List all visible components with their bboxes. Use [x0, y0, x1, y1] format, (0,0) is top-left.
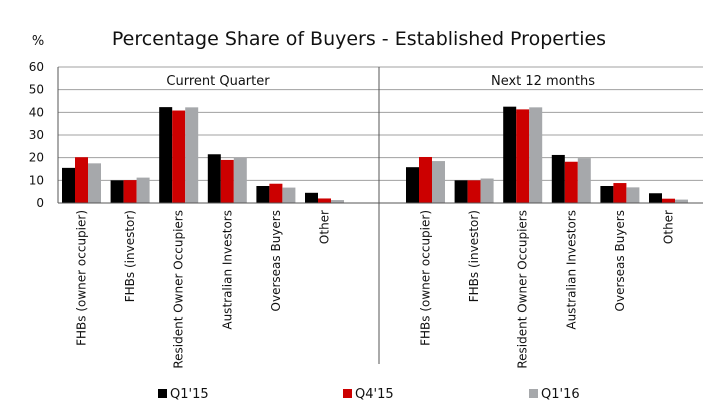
bar — [529, 107, 543, 203]
bar — [136, 177, 150, 203]
y-tick-label: 0 — [36, 196, 44, 210]
category-labels: FHBs (owner occupier) FHBs (investor) Resi… — [75, 210, 676, 369]
bar — [675, 199, 688, 203]
chart-title: Percentage Share of Buyers - Established… — [112, 28, 606, 50]
category-label: Overseas Buyers — [269, 210, 283, 311]
bar — [123, 180, 137, 203]
bar — [305, 192, 318, 203]
category-label: FHBs (investor) — [467, 210, 481, 302]
bar — [649, 193, 662, 203]
y-tick-label: 60 — [29, 60, 44, 74]
y-unit-label: % — [32, 34, 44, 49]
bar — [88, 163, 101, 203]
category-label: FHBs (owner occupier) — [419, 210, 433, 346]
bar — [600, 186, 614, 203]
category-label: Resident Owner Occupiers — [516, 210, 530, 369]
bar — [551, 154, 565, 203]
gridlines — [58, 66, 703, 181]
category-label: Australian Investors — [220, 210, 234, 330]
category-label: Other — [318, 210, 332, 244]
bar — [626, 187, 640, 203]
legend-label: Q4'15 — [355, 387, 394, 402]
legend: Q1'15 Q4'15 Q1'16 — [158, 387, 580, 402]
bar — [503, 106, 517, 203]
bar — [577, 158, 591, 203]
bar — [480, 178, 494, 203]
y-tick-label: 30 — [29, 128, 44, 142]
bar — [75, 157, 88, 203]
bar — [207, 154, 221, 203]
bar — [564, 161, 578, 203]
panel-label: Next 12 months — [491, 74, 595, 89]
bar — [172, 110, 186, 203]
y-tick-label: 20 — [29, 151, 44, 165]
legend-swatch — [529, 389, 538, 398]
bar — [282, 187, 296, 203]
bar — [62, 167, 75, 203]
y-tick-label: 50 — [29, 83, 44, 97]
bar — [432, 161, 445, 203]
axes — [57, 67, 703, 364]
bars — [62, 106, 688, 203]
y-axis-ticks: 0 10 20 30 40 50 60 — [29, 60, 44, 210]
y-tick-label: 10 — [29, 173, 44, 187]
panel-labels: Current Quarter Next 12 months — [166, 74, 595, 89]
legend-swatch — [158, 389, 167, 398]
legend-swatch — [343, 389, 352, 398]
bar — [662, 198, 675, 203]
bar — [185, 107, 199, 203]
bar — [454, 180, 468, 203]
bar — [419, 156, 432, 203]
category-label: FHBs (owner occupier) — [75, 210, 89, 346]
category-label: Overseas Buyers — [613, 210, 627, 311]
y-tick-label: 40 — [29, 105, 44, 119]
bar — [467, 180, 481, 203]
legend-label: Q1'15 — [170, 387, 209, 402]
bar — [406, 167, 419, 203]
category-label: Other — [662, 210, 676, 244]
legend-label: Q1'16 — [541, 387, 580, 402]
bar — [516, 109, 530, 203]
bar — [269, 183, 283, 203]
category-label: Australian Investors — [564, 210, 578, 330]
bar — [220, 159, 234, 203]
bar — [110, 180, 124, 203]
panel-label: Current Quarter — [166, 74, 270, 89]
bar — [613, 183, 627, 203]
bar — [318, 198, 331, 203]
category-label: Resident Owner Occupiers — [172, 210, 186, 369]
bar — [256, 186, 270, 203]
bar — [233, 157, 247, 203]
bar — [159, 107, 173, 203]
category-label: FHBs (investor) — [123, 210, 137, 302]
bar — [331, 200, 344, 203]
